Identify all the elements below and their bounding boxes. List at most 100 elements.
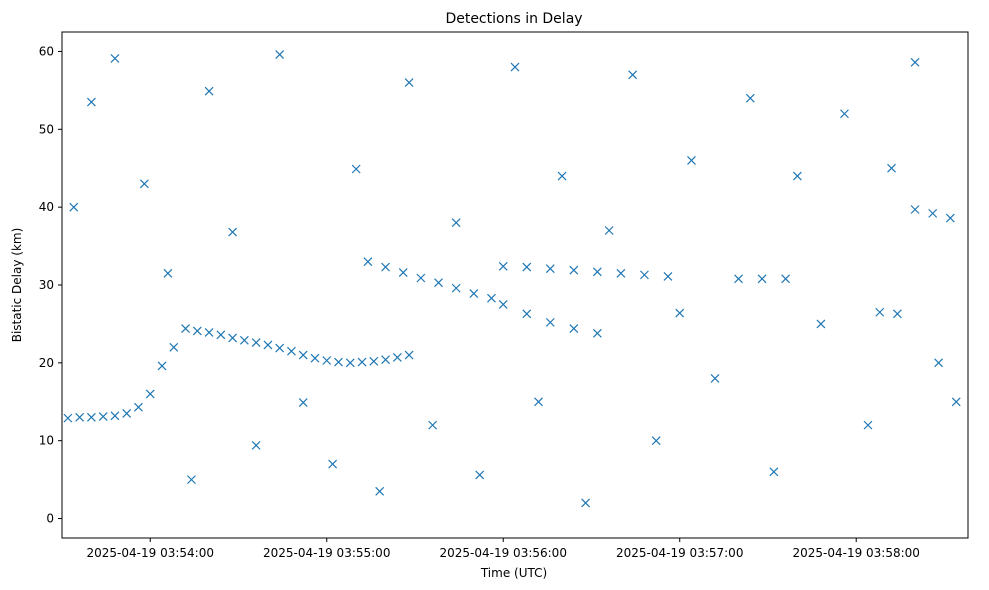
data-point (369, 356, 379, 366)
data-point (557, 171, 567, 181)
data-point (157, 361, 167, 371)
data-point (375, 486, 385, 496)
data-point (628, 70, 638, 80)
data-point (363, 257, 373, 267)
data-point (192, 326, 202, 336)
data-point (228, 333, 238, 343)
data-point (863, 420, 873, 430)
data-point (275, 50, 285, 59)
data-point (345, 358, 355, 368)
y-tick-label: 0 (46, 512, 54, 526)
data-point (710, 373, 720, 383)
data-point (675, 308, 685, 318)
data-point (534, 397, 543, 407)
data-point (522, 309, 532, 319)
data-point (145, 389, 155, 399)
data-point (98, 412, 108, 421)
data-point (86, 97, 96, 107)
data-point (169, 342, 179, 352)
data-point (163, 268, 173, 278)
chart-title: Detections in Delay (445, 11, 582, 27)
data-point (86, 412, 96, 422)
data-point (287, 346, 296, 356)
y-tick-label: 10 (39, 434, 54, 448)
data-point (910, 57, 920, 67)
y-tick-label: 60 (39, 44, 54, 58)
data-point (498, 300, 508, 309)
data-point (569, 265, 579, 275)
data-point (592, 267, 602, 277)
data-point (816, 319, 826, 329)
data-point (416, 273, 426, 283)
y-tick-label: 30 (39, 278, 54, 292)
y-tick-label: 50 (39, 122, 54, 136)
data-point (69, 202, 79, 212)
data-point (139, 179, 149, 189)
data-point (616, 268, 626, 278)
data-point (298, 398, 308, 407)
data-point (887, 163, 896, 173)
data-point (322, 356, 332, 365)
data-point (769, 467, 779, 477)
data-point (110, 411, 120, 421)
x-tick-label: 2025-04-19 03:58:00 (792, 546, 919, 560)
data-point (734, 274, 743, 284)
data-point (381, 262, 390, 272)
data-point (781, 274, 791, 284)
x-tick-label: 2025-04-19 03:55:00 (263, 546, 390, 560)
data-point (122, 409, 132, 418)
scatter-points (63, 50, 961, 508)
data-point (204, 328, 214, 337)
data-point (522, 262, 532, 272)
data-point (651, 436, 661, 446)
data-point (204, 86, 214, 96)
x-axis-ticks: 2025-04-19 03:54:00 2025-04-19 03:55:00 20… (87, 538, 920, 560)
data-point (757, 274, 767, 284)
data-point (487, 293, 496, 303)
data-point (134, 402, 143, 412)
data-point (545, 317, 555, 327)
data-point (187, 475, 196, 485)
data-point (640, 270, 649, 280)
data-point (592, 328, 602, 338)
x-axis-label: Time (UTC) (480, 566, 547, 580)
data-point (910, 205, 920, 214)
data-point (928, 208, 938, 218)
data-point (404, 78, 414, 88)
data-point (498, 261, 508, 271)
data-point (110, 54, 120, 63)
data-point (75, 412, 85, 422)
data-point (510, 62, 520, 72)
data-point (475, 470, 485, 480)
data-point (263, 340, 273, 350)
data-point (381, 355, 390, 365)
data-point (181, 324, 190, 334)
x-tick-label: 2025-04-19 03:57:00 (616, 546, 743, 560)
data-point (840, 109, 849, 119)
data-point (63, 413, 73, 423)
data-point (951, 397, 961, 407)
data-point (687, 156, 696, 165)
y-axis-ticks: 0 10 20 30 40 50 60 (39, 44, 62, 526)
y-tick-label: 20 (39, 356, 54, 370)
data-point (404, 350, 414, 360)
y-tick-label: 40 (39, 200, 54, 214)
data-point (875, 307, 885, 317)
data-point (216, 330, 226, 340)
data-point (892, 309, 902, 319)
data-point (451, 283, 461, 293)
data-point (663, 272, 673, 281)
data-point (398, 268, 408, 277)
data-point (604, 226, 614, 235)
data-point (569, 324, 579, 334)
data-point (745, 93, 755, 103)
data-point (428, 420, 438, 430)
data-point (228, 227, 238, 237)
data-point (792, 171, 802, 181)
data-point (357, 357, 367, 367)
data-point (392, 352, 402, 362)
data-point (545, 264, 555, 274)
data-point (581, 498, 591, 508)
x-tick-label: 2025-04-19 03:54:00 (87, 546, 214, 560)
